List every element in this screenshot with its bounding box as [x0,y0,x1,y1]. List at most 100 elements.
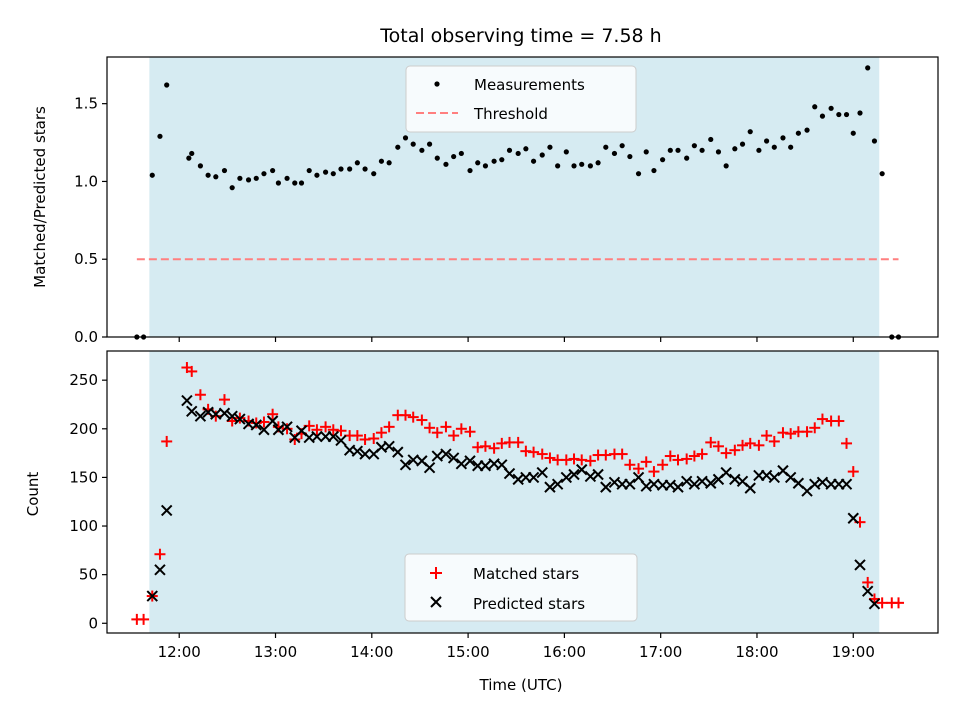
measurement-point [828,105,834,111]
measurement-point [547,144,553,150]
matched-star-point [281,423,293,435]
predicted-star-point [311,430,323,443]
predicted-star-point [784,471,797,484]
matched-star-point [862,576,874,588]
predicted-star-point [868,598,881,610]
matched-star-point [407,411,419,423]
measurement-point [434,155,440,161]
matched-star-point [320,421,332,433]
bottom-legend-box [404,553,638,622]
predicted-star-point [696,475,708,488]
predicted-star-point [672,481,684,493]
predicted-star-point [281,421,293,433]
predicted-star-point [544,481,556,493]
measurement-point [715,149,722,155]
measurement-point [371,171,377,177]
bottom-x-ticks: 12:00 13:00 14:00 15:00 16:00 17:00 18:00 19:00 [158,633,875,661]
top-y-tick-label: 0.5 [74,250,98,268]
matched-star-point [464,426,476,438]
predicted-star-point [335,434,347,447]
legend-predicted-marker [430,596,442,608]
predicted-star-point [160,504,173,517]
matched-star-point [544,452,556,464]
predicted-star-point [624,478,636,490]
measurement-point [660,157,666,163]
top-panel: 0.0 0.5 1.0 1.5 Measurements Threshold [74,56,939,346]
measurement-point [451,153,457,160]
measurement-point [857,110,863,116]
predicted-star-point [226,410,238,422]
predicted-star-point [854,559,866,571]
measurement-point [756,147,762,153]
predicted-star-point [479,460,492,472]
predicted-star-point [327,430,339,443]
measurement-point [611,150,618,157]
matched-star-point [847,466,859,478]
predicted-star-point [527,471,540,484]
top-x-ticks [178,337,854,342]
bottom-x-tick-label: 15:00 [446,643,489,661]
predicted-star-point [816,476,829,488]
predicted-star-point [258,424,270,436]
matched-star-point [536,448,548,460]
predicted-star-point [688,478,701,490]
matched-star-point [455,423,467,435]
matched-star-point [737,439,749,451]
matched-star-point [841,437,853,449]
matched-star-point [688,450,700,462]
matched-star-point [729,444,741,456]
predicted-star-point [194,410,207,422]
measurement-point [595,160,601,166]
measurement-point [237,175,243,181]
predicted-star-point [392,446,404,458]
measurement-point [506,147,513,153]
measurement-point [739,141,746,147]
measurement-point [419,147,425,153]
matched-star-point [161,435,173,447]
predicted-star-point [146,590,158,602]
matched-star-point [479,440,491,452]
measurement-point [475,160,481,166]
matched-star-point [761,430,773,442]
measurement-point [261,171,267,177]
legend-threshold-label: Threshold [473,105,548,123]
matched-star-point [681,453,693,465]
measurement-point [843,111,850,118]
measurement-point [338,166,344,172]
predicted-star-point [600,481,612,493]
measurement-point [347,166,353,172]
measurement-point [819,113,826,119]
predicted-star-point [503,467,516,480]
measurement-point [587,163,593,169]
measurement-point [579,161,585,167]
legend-measurements-marker [434,81,440,87]
measurement-point [684,155,690,161]
predicted-star-point [218,407,231,419]
measurement-point [619,143,625,149]
measurement-point [675,147,681,153]
measurement-point [362,166,368,172]
predicted-star-point [576,463,588,476]
measurement-point [771,144,777,150]
matched-star-point [876,597,888,609]
measurement-point [221,167,228,174]
measurement-point [275,180,281,186]
measurement-point [229,185,235,191]
matched-star-point [194,389,206,401]
top-legend: Measurements Threshold [405,65,637,133]
matched-star-point [720,447,732,459]
top-y-ticks: 0.0 0.5 1.0 1.5 [74,95,107,346]
top-measurement-points [134,65,902,340]
bottom-x-tick-label: 18:00 [735,643,778,661]
predicted-star-point [847,512,859,524]
matched-star-point [512,436,524,448]
measurement-point [699,147,705,153]
measurement-point [643,149,649,155]
predicted-star-point [744,482,756,494]
predicted-star-point [568,468,580,481]
predicted-star-point [181,394,193,407]
bottom-y-tick-label: 250 [69,371,98,389]
predicted-star-point [768,471,781,484]
bottom-x-tick-label: 14:00 [350,643,393,661]
matched-star-point [712,440,724,452]
